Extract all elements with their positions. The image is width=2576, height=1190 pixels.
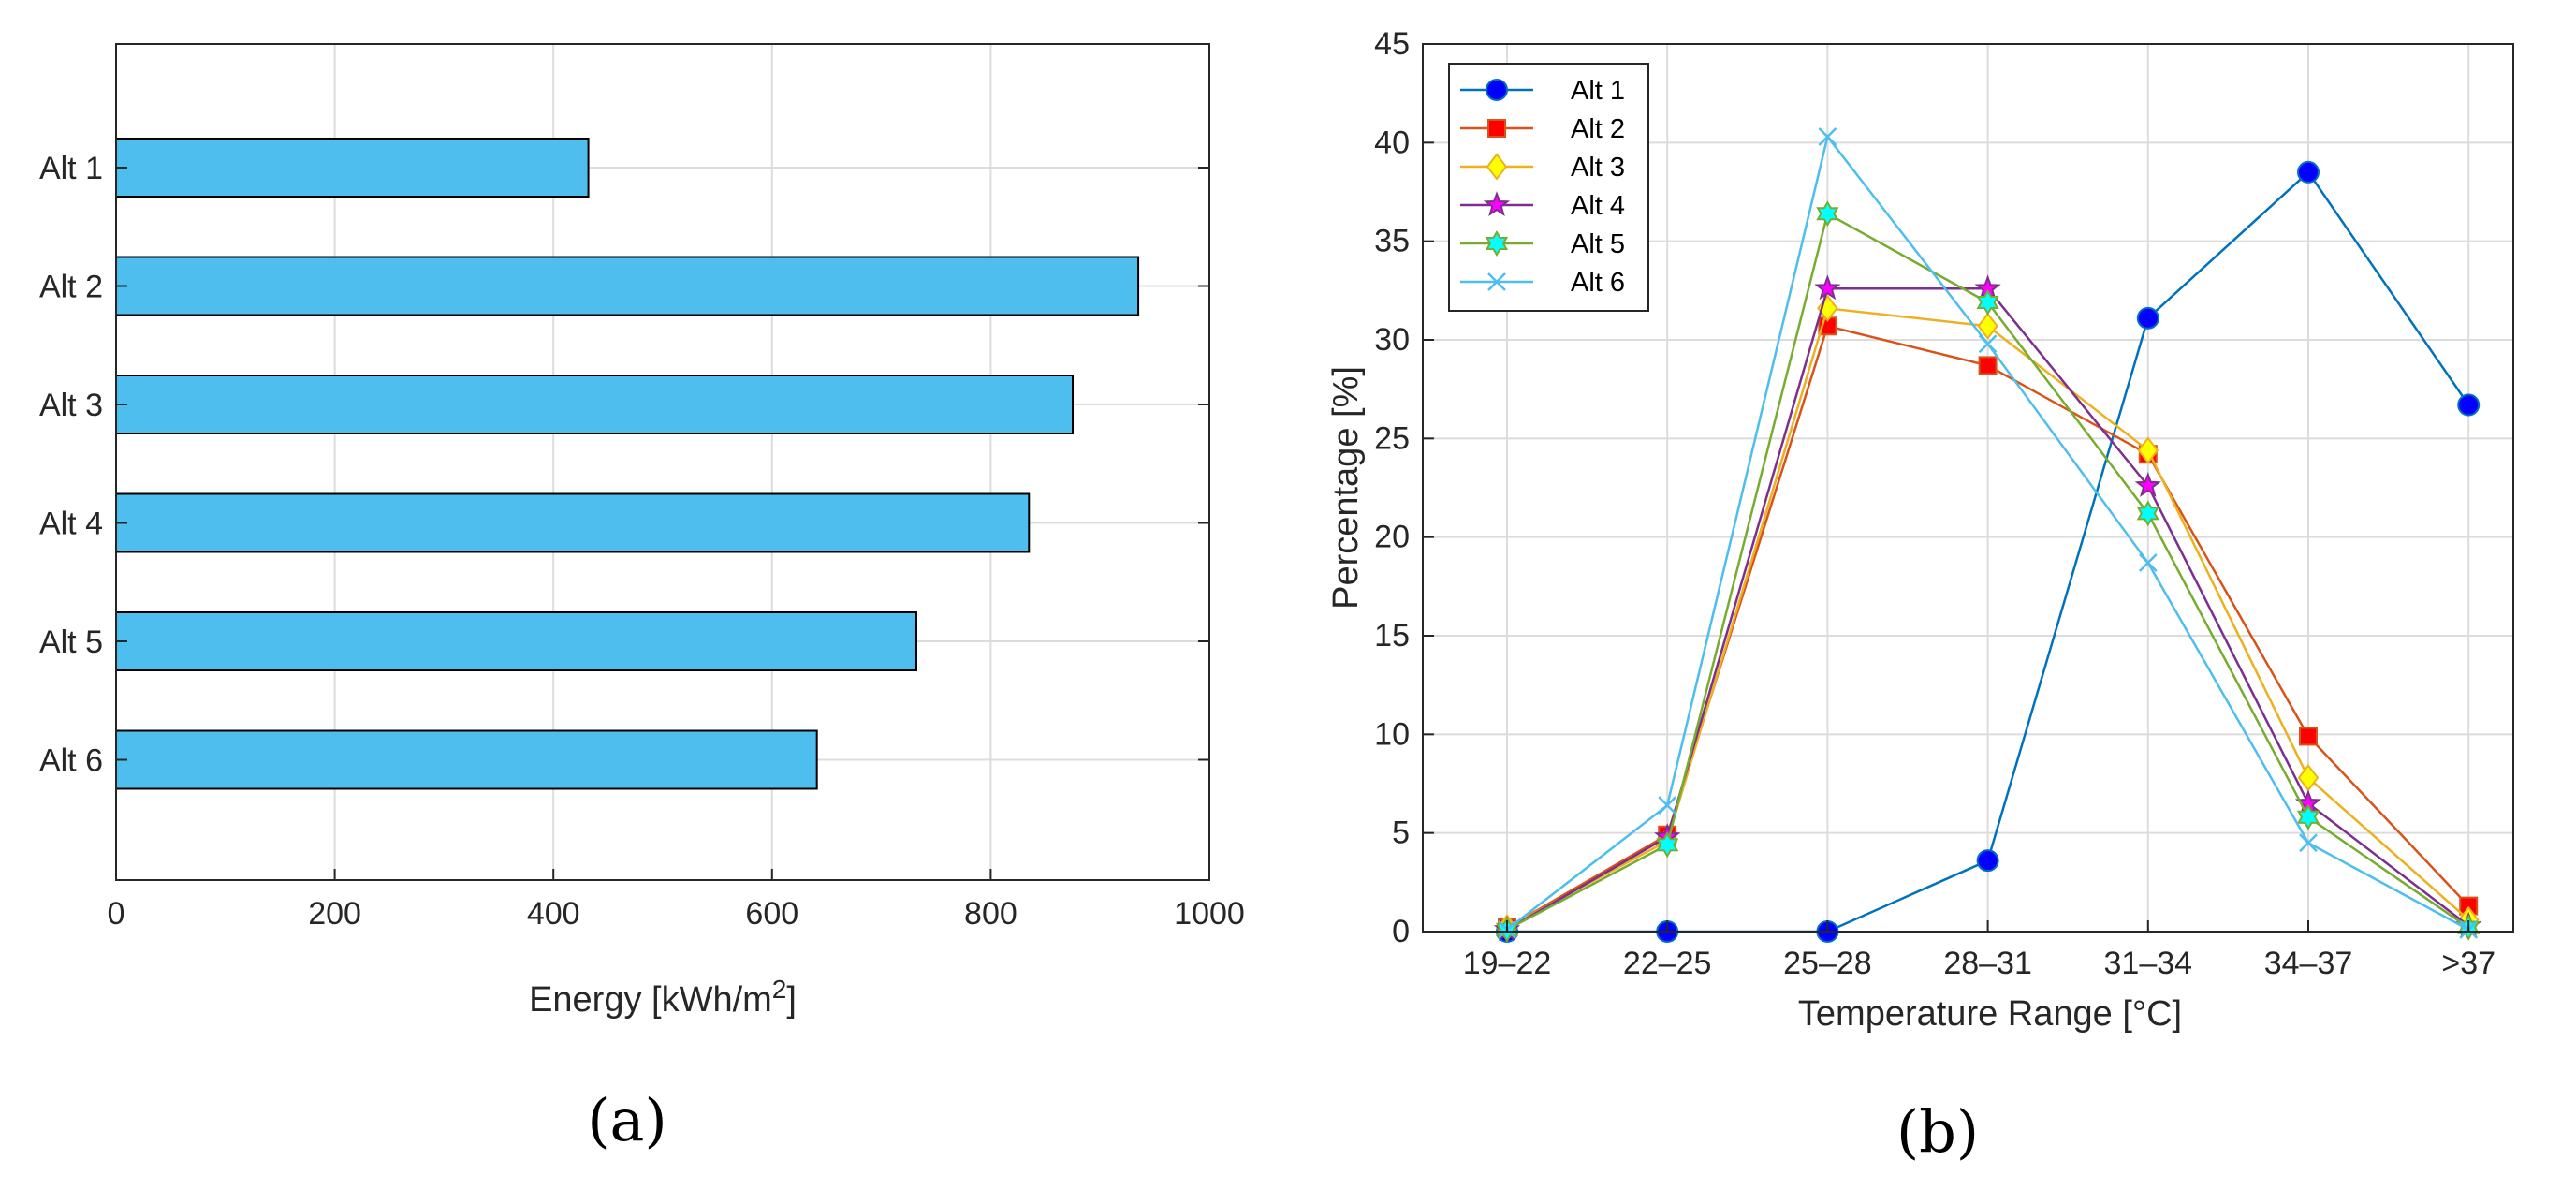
bar-chart-xtick-label: 800 bbox=[964, 896, 1017, 932]
line-chart-legend: Alt 1 Alt 2 Alt 3 Alt 4 Alt 5 Alt 6 bbox=[1448, 63, 1649, 312]
line-chart-panel: 19–22 22–25 25–28 28–31 31–34 34–37 >37 0 5 10 15 2… bbox=[1326, 26, 2514, 1166]
bar-alt-6 bbox=[115, 729, 818, 790]
legend-label: Alt 3 bbox=[1571, 153, 1625, 183]
legend-label: Alt 1 bbox=[1571, 76, 1625, 106]
line-chart-xtick-label: 34–37 bbox=[2264, 946, 2353, 981]
series-point bbox=[1978, 356, 1998, 375]
legend-marker bbox=[1486, 153, 1508, 181]
line-chart-ytick-label: 15 bbox=[1374, 618, 1410, 654]
bar-chart-frame bbox=[115, 43, 1210, 881]
bar-chart-category-label: Alt 6 bbox=[39, 743, 103, 779]
bar-alt-4 bbox=[115, 492, 1031, 553]
legend-marker bbox=[1486, 79, 1508, 101]
bar-chart-xtick-label: 200 bbox=[308, 896, 361, 932]
series-point bbox=[2134, 471, 2161, 497]
bar-alt-1 bbox=[115, 138, 590, 198]
bar-alt-3 bbox=[115, 375, 1074, 434]
legend-box bbox=[1448, 63, 1649, 312]
line-chart-series bbox=[1493, 127, 2482, 943]
series-point bbox=[1658, 796, 1677, 815]
legend-marker bbox=[1483, 191, 1511, 217]
legend-label: Alt 6 bbox=[1571, 268, 1625, 298]
series-point bbox=[2137, 436, 2159, 464]
bar-chart-category-label: Alt 5 bbox=[39, 624, 103, 660]
panel-label-b: (b) bbox=[1896, 1097, 1979, 1166]
bar-chart-category-label: Alt 4 bbox=[39, 507, 103, 542]
line-chart-frame bbox=[1422, 43, 2514, 933]
bar-alt-5 bbox=[115, 611, 917, 671]
line-chart-xtick-label: 22–25 bbox=[1623, 946, 1712, 981]
series-point bbox=[2136, 500, 2159, 527]
legend-label: Alt 5 bbox=[1571, 229, 1625, 259]
legend-label: Alt 4 bbox=[1571, 191, 1625, 221]
line-chart-ytick-label: 5 bbox=[1392, 815, 1410, 851]
series-point bbox=[2296, 803, 2320, 830]
legend-marker bbox=[1487, 272, 1506, 291]
series-point bbox=[2297, 764, 2320, 792]
bar-chart-xtick-label: 1000 bbox=[1174, 896, 1245, 932]
series-point bbox=[2457, 393, 2481, 417]
bar-chart-panel: 0 200 400 600 800 1000 Alt 1 Alt 2 Alt 3 Alt 4 Alt… bbox=[39, 43, 1245, 1154]
bar-chart-category-label: Alt 1 bbox=[39, 151, 103, 186]
bar-chart-category-label: Alt 2 bbox=[39, 270, 103, 305]
line-chart-xtick-label: 25–28 bbox=[1783, 946, 1872, 981]
line-chart-ylabel: Percentage [%] bbox=[1326, 366, 1366, 610]
bar-chart-bars bbox=[115, 138, 1140, 790]
panel-label-a: (a) bbox=[587, 1086, 666, 1154]
bar-alt-2 bbox=[115, 256, 1140, 316]
series-point bbox=[2299, 833, 2318, 853]
line-chart-ytick-label: 40 bbox=[1374, 125, 1410, 160]
series-point bbox=[1978, 334, 1998, 354]
bar-chart-category-label: Alt 3 bbox=[39, 388, 103, 423]
series-point bbox=[2138, 553, 2158, 572]
series-point bbox=[1656, 831, 1679, 859]
series-alt-6 bbox=[1498, 127, 2479, 939]
series-point bbox=[1818, 127, 1837, 146]
legend-marker bbox=[1487, 119, 1506, 138]
series-point bbox=[1816, 200, 1839, 228]
series-point bbox=[1976, 289, 1999, 316]
line-chart-ytick-label: 45 bbox=[1374, 26, 1410, 62]
line-chart-ytick-label: 20 bbox=[1374, 520, 1410, 555]
bar-chart-xtick-label: 600 bbox=[745, 896, 798, 932]
line-chart-ticks: 19–22 22–25 25–28 28–31 31–34 34–37 >37 0 5 10 15 2… bbox=[1374, 26, 2496, 981]
bar-chart-xtick-label: 0 bbox=[108, 896, 125, 932]
line-chart-ytick-label: 10 bbox=[1374, 716, 1410, 752]
series-point bbox=[1976, 849, 1999, 873]
bar-chart-xtick-label: 400 bbox=[527, 896, 580, 932]
line-chart-ytick-label: 35 bbox=[1374, 224, 1410, 259]
line-chart-xtick-label: 19–22 bbox=[1463, 946, 1552, 981]
legend-marker bbox=[1485, 230, 1509, 257]
line-chart-ytick-label: 0 bbox=[1392, 914, 1410, 949]
legend-label: Alt 2 bbox=[1571, 114, 1625, 144]
line-chart-xtick-label: >37 bbox=[2441, 946, 2496, 981]
series-point bbox=[1977, 312, 1998, 340]
bar-chart-xlabel: Energy [kWh/m2] bbox=[529, 975, 797, 1020]
series-point bbox=[1814, 274, 1841, 301]
series-point bbox=[2136, 306, 2159, 330]
bar-chart-ticks: 0 200 400 600 800 1000 Alt 1 Alt 2 Alt 3 Alt 4 Alt… bbox=[39, 151, 1245, 932]
line-chart-xtick-label: 31–34 bbox=[2104, 946, 2193, 981]
series-point bbox=[2297, 160, 2320, 184]
series-point bbox=[2299, 727, 2318, 746]
line-chart-xlabel: Temperature Range [°C] bbox=[1798, 994, 2182, 1034]
line-chart-ytick-label: 25 bbox=[1374, 420, 1410, 456]
line-chart-xtick-label: 28–31 bbox=[1943, 946, 2032, 981]
line-chart-ytick-label: 30 bbox=[1374, 322, 1410, 358]
